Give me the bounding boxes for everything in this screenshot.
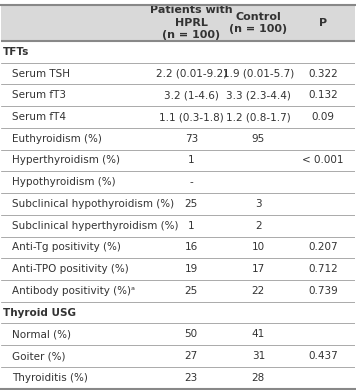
Text: Antibody positivity (%)ᵃ: Antibody positivity (%)ᵃ: [12, 286, 135, 296]
Text: 3.3 (2.3-4.4): 3.3 (2.3-4.4): [226, 90, 291, 100]
Text: 1: 1: [188, 221, 195, 230]
Text: 0.322: 0.322: [308, 69, 338, 79]
FancyBboxPatch shape: [1, 150, 355, 171]
Text: 28: 28: [252, 373, 265, 383]
Text: 0.712: 0.712: [308, 264, 338, 274]
Text: 0.437: 0.437: [308, 351, 338, 361]
Text: Patients with
HPRL
(n = 100): Patients with HPRL (n = 100): [150, 5, 232, 40]
Text: < 0.001: < 0.001: [302, 156, 344, 165]
Text: Euthyroidism (%): Euthyroidism (%): [12, 134, 102, 144]
Text: 0.132: 0.132: [308, 90, 338, 100]
FancyBboxPatch shape: [1, 193, 355, 215]
Text: Subclinical hypothyroidism (%): Subclinical hypothyroidism (%): [12, 199, 174, 209]
Text: 10: 10: [252, 243, 265, 252]
Text: 0.09: 0.09: [311, 112, 334, 122]
Text: Serum TSH: Serum TSH: [12, 69, 70, 79]
Text: 95: 95: [252, 134, 265, 144]
Text: Hyperthyroidism (%): Hyperthyroidism (%): [12, 156, 120, 165]
Text: Normal (%): Normal (%): [12, 329, 71, 339]
Text: Thyroid USG: Thyroid USG: [3, 308, 76, 317]
Text: 3.2 (1-4.6): 3.2 (1-4.6): [164, 90, 219, 100]
Text: Anti-TPO positivity (%): Anti-TPO positivity (%): [12, 264, 129, 274]
Text: 50: 50: [185, 329, 198, 339]
Text: 1.9 (0.01-5.7): 1.9 (0.01-5.7): [223, 69, 294, 79]
FancyBboxPatch shape: [1, 85, 355, 106]
Text: 3: 3: [255, 199, 262, 209]
Text: 2: 2: [255, 221, 262, 230]
Text: 25: 25: [185, 199, 198, 209]
Text: 1.1 (0.3-1.8): 1.1 (0.3-1.8): [159, 112, 224, 122]
Text: 23: 23: [185, 373, 198, 383]
Text: 2.2 (0.01-9.2): 2.2 (0.01-9.2): [156, 69, 227, 79]
Text: 17: 17: [252, 264, 265, 274]
Text: -: -: [189, 177, 193, 187]
FancyBboxPatch shape: [1, 345, 355, 367]
FancyBboxPatch shape: [1, 171, 355, 193]
FancyBboxPatch shape: [1, 5, 355, 41]
Text: 16: 16: [185, 243, 198, 252]
FancyBboxPatch shape: [1, 302, 355, 323]
FancyBboxPatch shape: [1, 237, 355, 258]
Text: 0.739: 0.739: [308, 286, 338, 296]
Text: Serum fT3: Serum fT3: [12, 90, 66, 100]
FancyBboxPatch shape: [1, 280, 355, 302]
Text: Serum fT4: Serum fT4: [12, 112, 66, 122]
Text: 73: 73: [185, 134, 198, 144]
Text: 0.207: 0.207: [308, 243, 337, 252]
Text: 1.2 (0.8-1.7): 1.2 (0.8-1.7): [226, 112, 291, 122]
Text: Anti-Tg positivity (%): Anti-Tg positivity (%): [12, 243, 121, 252]
FancyBboxPatch shape: [1, 128, 355, 150]
FancyBboxPatch shape: [1, 215, 355, 237]
Text: Control
(n = 100): Control (n = 100): [229, 12, 287, 34]
FancyBboxPatch shape: [1, 63, 355, 85]
Text: Subclinical hyperthyroidism (%): Subclinical hyperthyroidism (%): [12, 221, 178, 230]
FancyBboxPatch shape: [1, 258, 355, 280]
FancyBboxPatch shape: [1, 367, 355, 388]
Text: Thyroiditis (%): Thyroiditis (%): [12, 373, 88, 383]
Text: 1: 1: [188, 156, 195, 165]
Text: P: P: [319, 18, 327, 28]
Text: Goiter (%): Goiter (%): [12, 351, 66, 361]
FancyBboxPatch shape: [1, 41, 355, 63]
Text: TFTs: TFTs: [3, 47, 30, 57]
Text: 41: 41: [252, 329, 265, 339]
Text: 31: 31: [252, 351, 265, 361]
Text: 22: 22: [252, 286, 265, 296]
Text: Hypothyroidism (%): Hypothyroidism (%): [12, 177, 116, 187]
FancyBboxPatch shape: [1, 106, 355, 128]
Text: 27: 27: [185, 351, 198, 361]
Text: 25: 25: [185, 286, 198, 296]
Text: 19: 19: [185, 264, 198, 274]
FancyBboxPatch shape: [1, 323, 355, 345]
